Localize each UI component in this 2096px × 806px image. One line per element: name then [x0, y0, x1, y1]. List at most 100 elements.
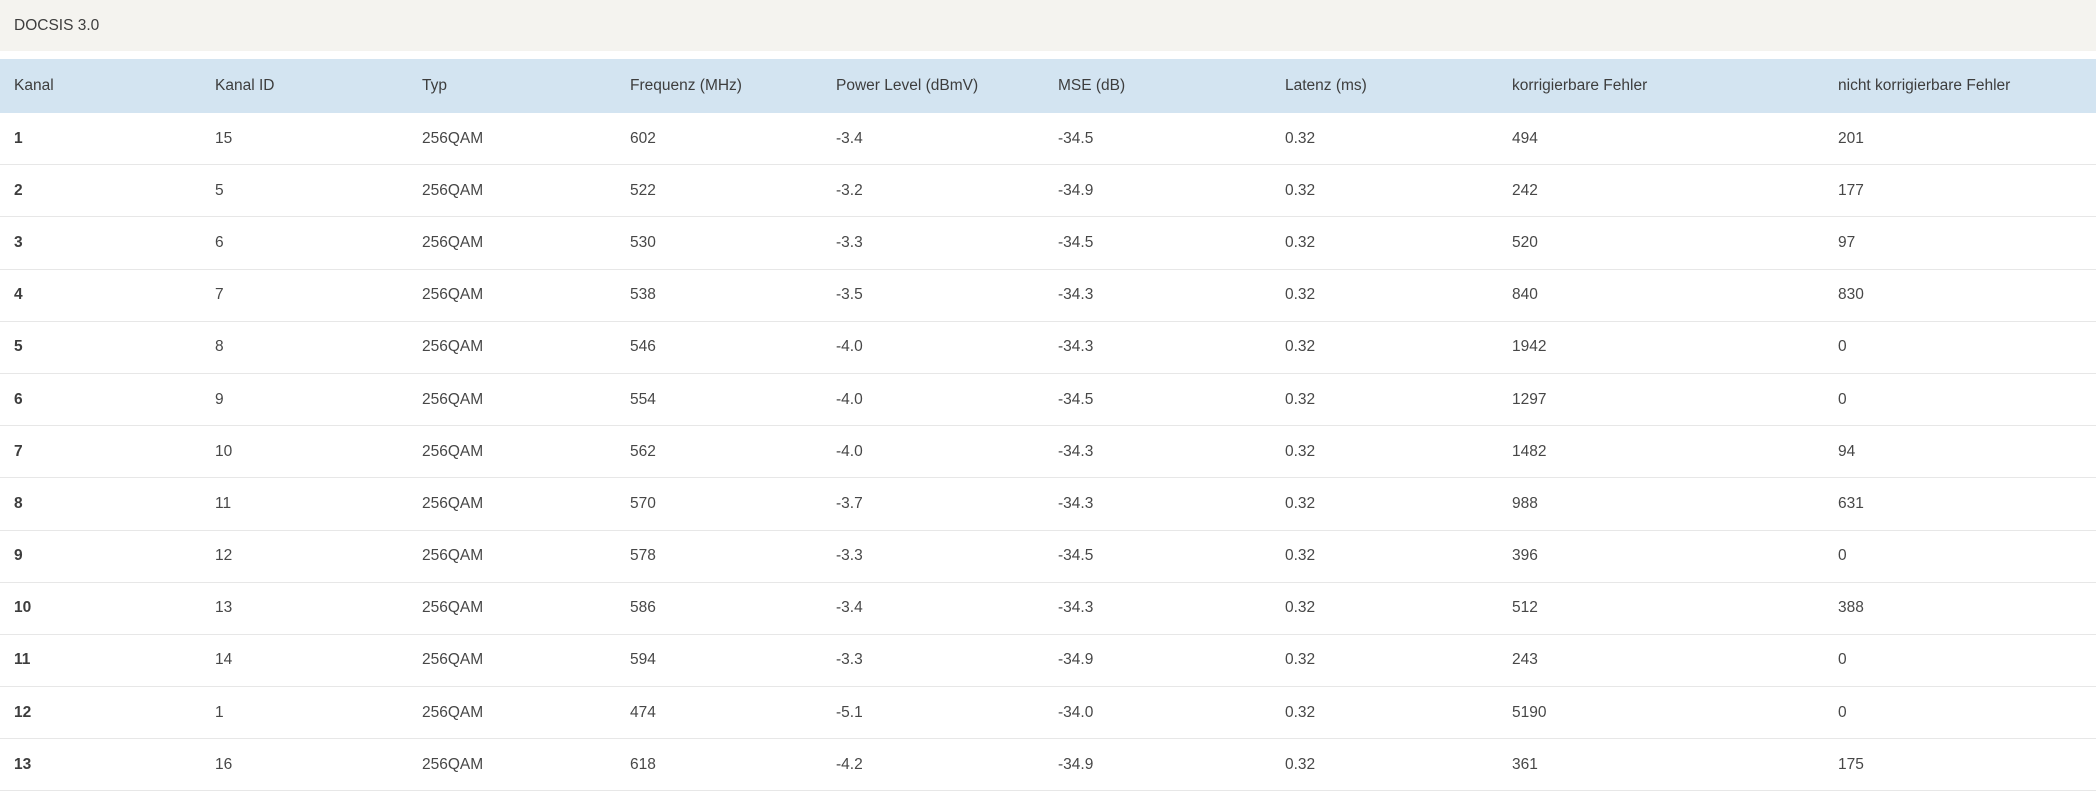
cell-nicht-korrigierbare-fehler: 631	[1838, 494, 1864, 512]
cell-nicht-korrigierbare-fehler: 0	[1838, 338, 1847, 356]
cell-mse-db: -34.5	[1058, 233, 1094, 251]
cell-kanal-id: 12	[215, 547, 233, 565]
cell-frequenz-mhz: 538	[630, 286, 656, 304]
cell-nicht-korrigierbare-fehler: 94	[1838, 442, 1856, 460]
cell-latenz-ms: 0.32	[1285, 233, 1316, 251]
cell-kanal-id: 11	[215, 494, 232, 512]
table-body: 1 15 256QAM 602 -3.4 -34.5 0.32 494 201 2 5 256QAM 5…	[0, 113, 2096, 792]
cell-power-level-dbmv: -3.2	[836, 181, 863, 199]
cell-frequenz-mhz: 522	[630, 181, 656, 199]
cell-power-level-dbmv: -4.0	[836, 338, 863, 356]
cell-typ: 256QAM	[422, 547, 484, 565]
cell-korrigierbare-fehler: 396	[1512, 547, 1538, 565]
cell-kanal: 4	[14, 286, 23, 304]
cell-kanal: 8	[14, 494, 23, 512]
cell-typ: 256QAM	[422, 286, 484, 304]
cell-korrigierbare-fehler: 1942	[1512, 338, 1547, 356]
table-row: 11 14 256QAM 594 -3.3 -34.9 0.32 243 0	[0, 634, 2096, 688]
cell-korrigierbare-fehler: 243	[1512, 651, 1538, 669]
cell-kanal-id: 14	[215, 651, 233, 669]
cell-power-level-dbmv: -4.2	[836, 755, 863, 773]
table-row: 13 16 256QAM 618 -4.2 -34.9 0.32 361 175	[0, 739, 2096, 792]
cell-typ: 256QAM	[422, 755, 484, 773]
column-header-frequenz-mhz: Frequenz (MHz)	[630, 77, 742, 94]
cell-typ: 256QAM	[422, 129, 484, 147]
table-row: 5 8 256QAM 546 -4.0 -34.3 0.32 1942 0	[0, 321, 2096, 374]
cell-power-level-dbmv: -3.3	[836, 233, 863, 251]
table-row: 1 15 256QAM 602 -3.4 -34.5 0.32 494 201	[0, 113, 2096, 166]
cell-typ: 256QAM	[422, 599, 484, 617]
column-header-power-level-dbmv: Power Level (dBmV)	[836, 77, 979, 94]
cell-latenz-ms: 0.32	[1285, 494, 1316, 512]
cell-korrigierbare-fehler: 242	[1512, 181, 1538, 199]
cell-korrigierbare-fehler: 494	[1512, 129, 1538, 147]
cell-power-level-dbmv: -4.0	[836, 390, 863, 408]
cell-nicht-korrigierbare-fehler: 0	[1838, 651, 1847, 669]
cell-power-level-dbmv: -5.1	[836, 703, 863, 721]
cell-korrigierbare-fehler: 840	[1512, 286, 1538, 304]
cell-latenz-ms: 0.32	[1285, 286, 1316, 304]
cell-latenz-ms: 0.32	[1285, 181, 1316, 199]
cell-nicht-korrigierbare-fehler: 175	[1838, 755, 1864, 773]
cell-korrigierbare-fehler: 512	[1512, 599, 1538, 617]
cell-korrigierbare-fehler: 520	[1512, 233, 1538, 251]
cell-kanal-id: 13	[215, 599, 233, 617]
column-header-kanal-id: Kanal ID	[215, 77, 275, 94]
cell-mse-db: -34.9	[1058, 651, 1094, 669]
cell-kanal-id: 16	[215, 755, 233, 773]
docsis-channel-table: Kanal Kanal ID Typ Frequenz (MHz) Power Leve…	[0, 59, 2096, 792]
cell-typ: 256QAM	[422, 233, 484, 251]
cell-latenz-ms: 0.32	[1285, 703, 1316, 721]
cell-frequenz-mhz: 530	[630, 233, 656, 251]
table-row: 7 10 256QAM 562 -4.0 -34.3 0.32 1482 94	[0, 426, 2096, 479]
cell-mse-db: -34.3	[1058, 494, 1094, 512]
cell-typ: 256QAM	[422, 703, 484, 721]
column-header-mse-db: MSE (dB)	[1058, 77, 1126, 94]
cell-frequenz-mhz: 618	[630, 755, 656, 773]
cell-kanal: 1	[14, 129, 23, 147]
cell-nicht-korrigierbare-fehler: 201	[1838, 129, 1864, 147]
cell-typ: 256QAM	[422, 494, 484, 512]
cell-kanal-id: 9	[215, 390, 224, 408]
table-row: 2 5 256QAM 522 -3.2 -34.9 0.32 242 177	[0, 165, 2096, 218]
cell-kanal: 10	[14, 599, 32, 617]
cell-frequenz-mhz: 546	[630, 338, 656, 356]
cell-mse-db: -34.3	[1058, 442, 1094, 460]
table-row: 10 13 256QAM 586 -3.4 -34.3 0.32 512 388	[0, 582, 2096, 635]
section-title: DOCSIS 3.0	[14, 16, 100, 34]
cell-korrigierbare-fehler: 5190	[1512, 703, 1547, 721]
table-row: 9 12 256QAM 578 -3.3 -34.5 0.32 396 0	[0, 530, 2096, 583]
cell-frequenz-mhz: 594	[630, 651, 656, 669]
cell-kanal: 9	[14, 547, 23, 565]
cell-mse-db: -34.9	[1058, 181, 1094, 199]
cell-typ: 256QAM	[422, 390, 484, 408]
cell-latenz-ms: 0.32	[1285, 390, 1316, 408]
cell-frequenz-mhz: 554	[630, 390, 656, 408]
cell-mse-db: -34.5	[1058, 129, 1094, 147]
column-header-korrigierbare-fehler: korrigierbare Fehler	[1512, 77, 1648, 94]
cell-frequenz-mhz: 562	[630, 442, 656, 460]
cell-kanal-id: 7	[215, 286, 224, 304]
cell-kanal-id: 6	[215, 233, 224, 251]
cell-kanal: 3	[14, 233, 23, 251]
cell-latenz-ms: 0.32	[1285, 442, 1316, 460]
cell-power-level-dbmv: -3.4	[836, 599, 863, 617]
cell-latenz-ms: 0.32	[1285, 755, 1316, 773]
cell-kanal-id: 10	[215, 442, 233, 460]
cell-kanal: 7	[14, 442, 23, 460]
cell-korrigierbare-fehler: 361	[1512, 755, 1538, 773]
cell-nicht-korrigierbare-fehler: 388	[1838, 599, 1864, 617]
cell-latenz-ms: 0.32	[1285, 338, 1316, 356]
cell-mse-db: -34.3	[1058, 599, 1094, 617]
column-header-nicht-korrigierbare-fehler: nicht korrigierbare Fehler	[1838, 77, 2011, 94]
cell-nicht-korrigierbare-fehler: 177	[1838, 181, 1864, 199]
cell-nicht-korrigierbare-fehler: 0	[1838, 703, 1847, 721]
cell-power-level-dbmv: -3.4	[836, 129, 863, 147]
cell-power-level-dbmv: -3.3	[836, 651, 863, 669]
table-row: 12 1 256QAM 474 -5.1 -34.0 0.32 5190 0	[0, 687, 2096, 740]
cell-kanal: 2	[14, 181, 23, 199]
cell-typ: 256QAM	[422, 442, 484, 460]
cell-kanal: 13	[14, 755, 32, 773]
cell-typ: 256QAM	[422, 651, 484, 669]
cell-mse-db: -34.5	[1058, 547, 1094, 565]
